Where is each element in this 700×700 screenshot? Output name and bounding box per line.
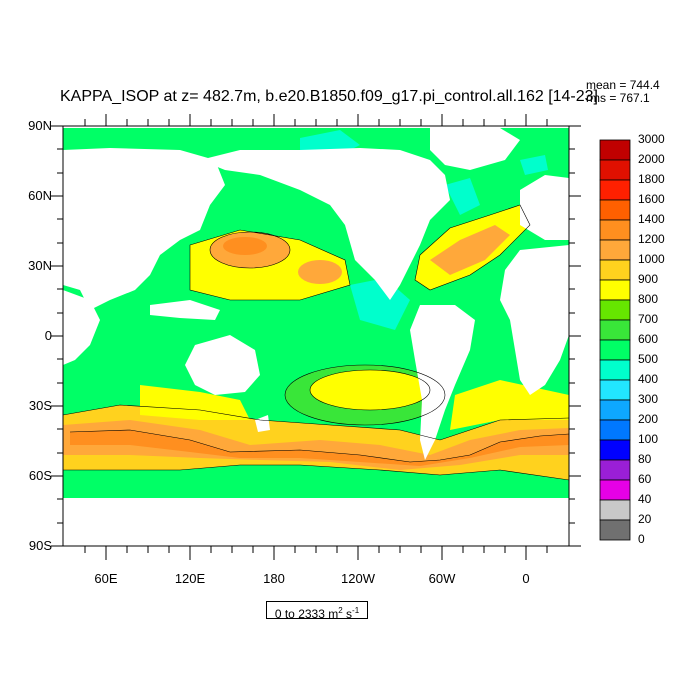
mean-stat: mean = 744.4 [586, 78, 660, 92]
colorbar-swatch [599, 479, 631, 501]
colorbar-swatch [599, 219, 631, 241]
lon-label: 60E [94, 571, 118, 586]
contour-lines [62, 204, 570, 481]
colorbar [599, 139, 631, 541]
colorbar-swatch [599, 499, 631, 521]
colorbar-label: 900 [638, 272, 659, 286]
lat-label: 30N [28, 258, 52, 273]
colorbar-label: 80 [638, 452, 652, 466]
colorbar-swatch [599, 399, 631, 421]
lon-label: 60W [428, 571, 456, 586]
colorbar-label: 2000 [638, 152, 665, 166]
lat-label: 90S [28, 538, 52, 553]
range-text: 0 to 2333 [274, 607, 325, 621]
colorbar-label: 100 [638, 432, 659, 446]
colorbar-swatch [599, 459, 631, 481]
lon-label: 180 [263, 571, 285, 586]
axis-ticks [51, 114, 581, 560]
colorbar-label: 60 [638, 472, 652, 486]
lat-label: 30S [28, 398, 52, 413]
lat-label: 60S [28, 468, 52, 483]
range-label-box: 0 to 2333 m2 s-1 [266, 601, 368, 621]
colorbar-label: 300 [638, 392, 659, 406]
colorbar-swatch [599, 259, 631, 281]
colorbar-swatch [599, 139, 631, 161]
colorbar-label: 1600 [638, 192, 665, 206]
lat-label: 90N [28, 118, 52, 133]
land-masses [63, 128, 569, 546]
colorbar-label: 40 [638, 492, 652, 506]
colorbar-label: 600 [638, 332, 659, 346]
colorbar-label: 1400 [638, 212, 665, 226]
colorbar-label: 200 [638, 412, 659, 426]
colorbar-swatch [599, 279, 631, 301]
colorbar-swatch [599, 179, 631, 201]
colorbar-label: 0 [638, 532, 645, 546]
lon-label: 120W [341, 571, 375, 586]
colorbar-label: 800 [638, 292, 659, 306]
lat-label: 0 [44, 328, 52, 343]
colorbar-swatch [599, 379, 631, 401]
colorbar-swatch [599, 519, 631, 541]
colorbar-label: 1200 [638, 232, 665, 246]
colorbar-swatch [599, 419, 631, 441]
colorbar-swatch [599, 359, 631, 381]
lat-label: 60N [28, 188, 52, 203]
range-unit: m2 s-1 [328, 606, 360, 621]
colorbar-label: 1000 [638, 252, 665, 266]
lon-label: 120E [174, 571, 206, 586]
colorbar-label: 20 [638, 512, 652, 526]
colorbar-swatch [599, 239, 631, 261]
colorbar-swatch [599, 199, 631, 221]
colorbar-label: 1800 [638, 172, 665, 186]
colorbar-label: 3000 [638, 132, 665, 146]
colorbar-label: 400 [638, 372, 659, 386]
minor-ticks [57, 119, 575, 553]
colorbar-swatch [599, 299, 631, 321]
colorbar-swatch [599, 439, 631, 461]
lon-label: 0 [522, 571, 530, 586]
colorbar-swatch [599, 339, 631, 361]
rms-stat: rms = 767.1 [586, 91, 650, 105]
colorbar-swatch [599, 159, 631, 181]
colorbar-swatch [599, 319, 631, 341]
colorbar-label: 700 [638, 312, 659, 326]
colorbar-label: 500 [638, 352, 659, 366]
map-title: KAPPA_ISOP at z= 482.7m, b.e20.B1850.f09… [60, 88, 598, 105]
